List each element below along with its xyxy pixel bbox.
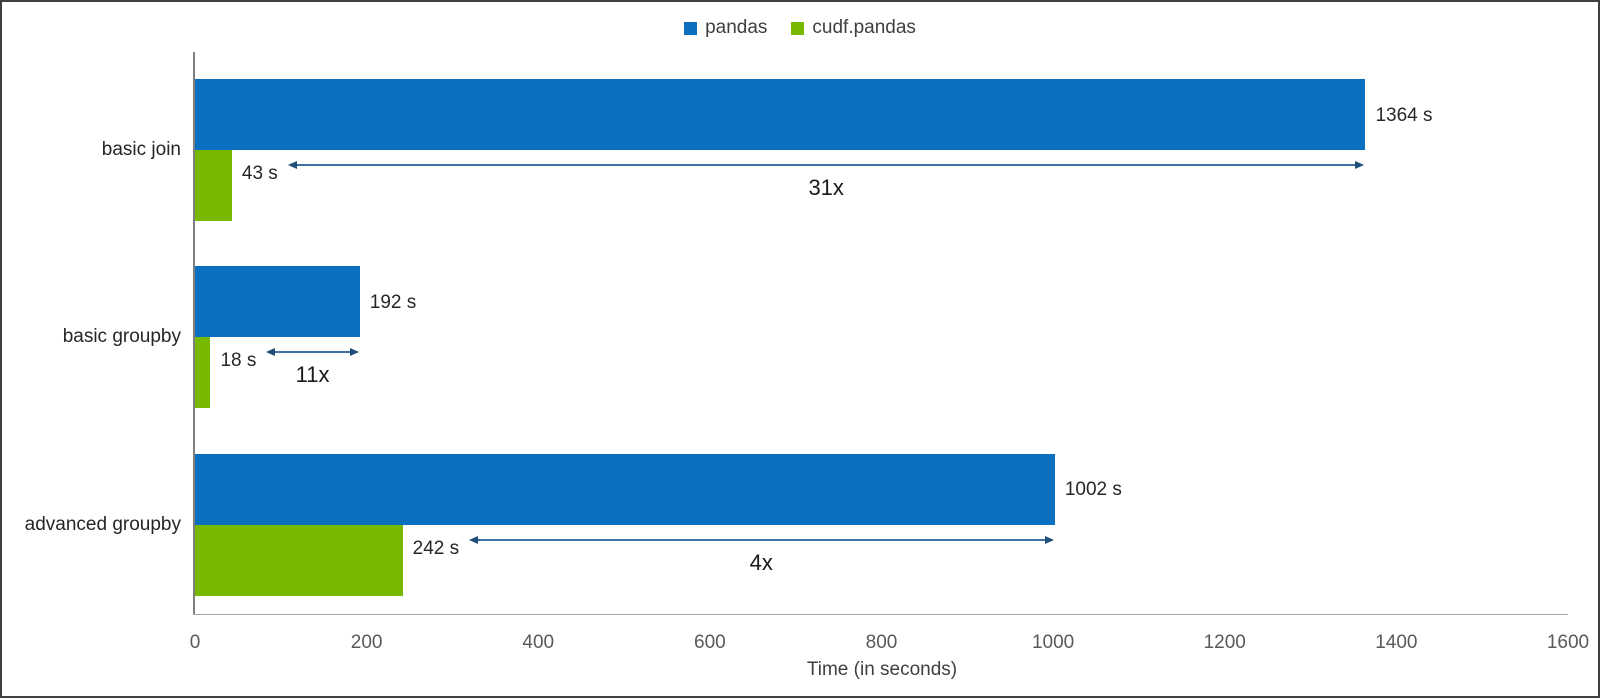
speedup-label-basic-groupby: 11x [295,362,330,388]
speedup-arrowhead-right-icon [349,348,359,357]
speedup-arrowhead-right-icon [1355,161,1365,169]
speedup-arrow-advanced-groupby [476,538,1046,541]
legend-item-pandas: pandas [684,17,767,39]
legend-swatch-icon [684,21,698,35]
x-tick-400: 400 [522,632,555,653]
x-tick-1600: 1600 [1546,632,1590,653]
x-tick-800: 800 [865,632,898,653]
legend-item-cudf.pandas: cudf.pandas [791,17,916,39]
speedup-arrow-basic-join [295,164,1357,166]
x-tick-0: 0 [189,632,201,653]
x-tick-1400: 1400 [1375,632,1418,653]
bar-cudf.pandas-advanced-groupby [195,524,403,596]
speedup-label-advanced-groupby: 4x [749,549,773,575]
category-label-basic-groupby: basic groupby [62,326,181,348]
value-label-cudf.pandas-advanced-groupby: 242 s [412,537,460,559]
legend-label: pandas [705,17,768,38]
bar-pandas-basic-join [195,79,1366,150]
value-label-cudf.pandas-basic-groupby: 18 s [220,350,257,372]
speedup-arrow-basic-groupby [274,351,351,354]
category-label-advanced-groupby: advanced groupby [24,513,181,535]
x-tick-1200: 1200 [1203,632,1246,653]
bar-pandas-advanced-groupby [195,453,1055,525]
bar-cudf.pandas-basic-groupby [195,337,211,409]
x-axis-title: Time (in seconds) [806,659,958,680]
speedup-arrowhead-left-icon [287,161,297,169]
x-axis-line [193,614,1568,615]
speedup-arrowhead-left-icon [468,535,478,544]
value-label-cudf.pandas-basic-join: 43 s [241,163,278,184]
bar-pandas-basic-groupby [195,266,360,338]
category-label-basic-join: basic join [101,139,181,160]
legend-swatch-icon [791,21,805,35]
value-label-pandas-advanced-groupby: 1002 s [1064,479,1122,501]
speedup-arrowhead-right-icon [1044,535,1054,544]
legend-label: cudf.pandas [812,17,916,38]
value-label-pandas-basic-groupby: 192 s [369,291,417,313]
speedup-label-basic-join: 31x [808,175,844,200]
speedup-arrowhead-left-icon [266,348,276,357]
x-tick-1000: 1000 [1031,632,1075,653]
x-tick-600: 600 [694,632,726,653]
value-label-pandas-basic-join: 1364 s [1375,104,1433,126]
bar-cudf.pandas-basic-join [195,150,232,221]
chart-legend: pandas cudf.pandas [2,17,1598,39]
x-tick-200: 200 [350,632,383,653]
y-axis-line [193,52,195,614]
